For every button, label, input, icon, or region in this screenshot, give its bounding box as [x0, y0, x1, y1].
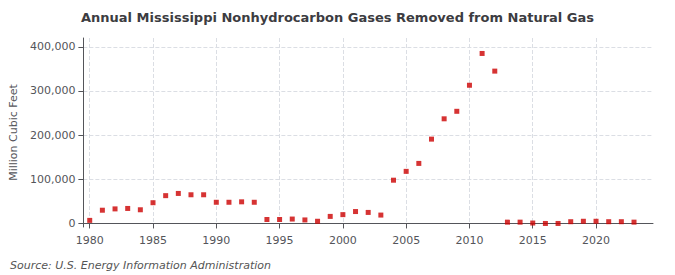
svg-text:0: 0: [68, 217, 75, 230]
svg-text:1985: 1985: [139, 234, 167, 247]
svg-text:1990: 1990: [202, 234, 230, 247]
svg-text:2015: 2015: [519, 234, 547, 247]
svg-text:2005: 2005: [392, 234, 420, 247]
svg-text:2000: 2000: [329, 234, 357, 247]
svg-text:1995: 1995: [266, 234, 294, 247]
svg-text:200,000: 200,000: [30, 129, 76, 142]
svg-text:Million Cubic Feet: Million Cubic Feet: [7, 83, 20, 180]
svg-text:Source: U.S. Energy Informatio: Source: U.S. Energy Information Administ…: [10, 259, 271, 272]
svg-text:300,000: 300,000: [30, 84, 76, 97]
svg-text:100,000: 100,000: [30, 173, 76, 186]
svg-text:2020: 2020: [582, 234, 610, 247]
svg-text:Annual Mississippi Nonhydrocar: Annual Mississippi Nonhydrocarbon Gases …: [81, 10, 594, 25]
svg-text:1980: 1980: [76, 234, 104, 247]
svg-text:400,000: 400,000: [30, 40, 76, 53]
svg-text:2010: 2010: [455, 234, 483, 247]
